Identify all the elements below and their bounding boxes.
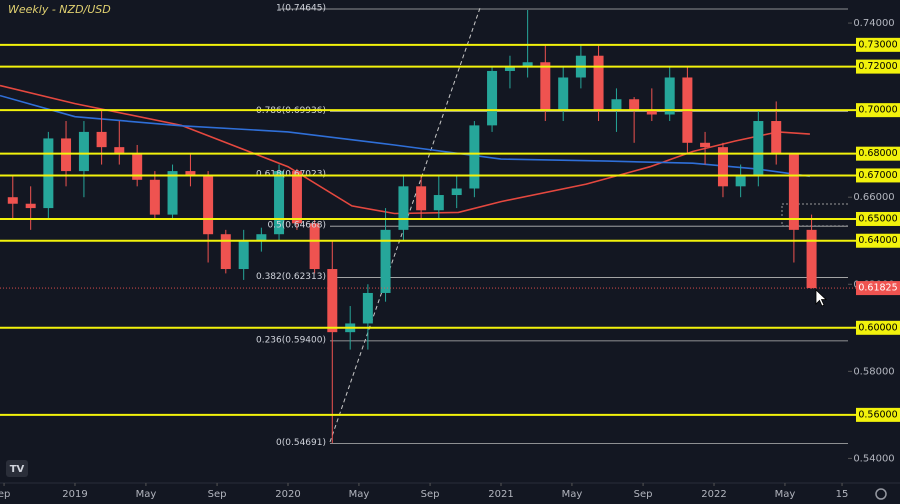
x-tick-label: May	[349, 489, 370, 500]
x-tick-label: 2020	[275, 489, 300, 500]
x-tick-label: 2021	[488, 489, 513, 500]
level-label: 0.60000	[858, 322, 897, 333]
candle-body	[274, 171, 285, 235]
level-badge	[856, 59, 900, 74]
level-badge	[856, 103, 900, 118]
candle-body	[504, 66, 515, 71]
candle-body	[78, 131, 89, 172]
level-label: 0.65000	[858, 213, 897, 224]
level-label: 0.68000	[858, 148, 897, 159]
candle-body	[362, 292, 373, 324]
level-badge	[856, 37, 900, 52]
moving-average	[0, 84, 810, 215]
level-badge	[856, 233, 900, 248]
level-label: 0.64000	[858, 235, 897, 246]
level-badge	[856, 320, 900, 335]
candle-body	[291, 171, 302, 224]
candle-body	[451, 188, 462, 196]
candle-body	[114, 147, 125, 154]
candle-body	[132, 153, 143, 180]
level-label: 0.73000	[858, 39, 897, 50]
fib-label: 1(0.74645)	[276, 4, 326, 14]
candle-body	[185, 171, 196, 176]
x-tick-label: May	[136, 489, 157, 500]
candle-body	[717, 147, 728, 187]
fib-label: 0.382(0.62313)	[256, 272, 326, 282]
candle-body	[469, 125, 480, 189]
x-tick-label: Sep	[421, 489, 440, 500]
candle-body	[309, 223, 320, 270]
level-label: 0.70000	[858, 105, 897, 116]
candle-body	[25, 203, 36, 209]
candle-body	[735, 175, 746, 187]
plot-area	[0, 7, 848, 444]
svg-text:TV: TV	[10, 464, 25, 475]
candle-body	[43, 138, 54, 209]
settings-icon[interactable]	[875, 488, 887, 500]
candle-body	[664, 77, 675, 115]
candle-body	[398, 186, 409, 230]
candle-body	[238, 240, 249, 270]
candle-body	[96, 131, 107, 148]
candle-body	[753, 121, 764, 176]
candle-body	[629, 99, 640, 111]
fib-label: 0.236(0.59400)	[256, 335, 326, 345]
candle-body	[433, 195, 444, 211]
x-tick-label: May	[775, 489, 796, 500]
last-price-label: 0.61825	[858, 283, 897, 294]
x-tick-label: Sep	[208, 489, 227, 500]
candle-body	[167, 171, 178, 215]
cursor	[815, 289, 828, 307]
y-tick-label: 0.74000	[853, 18, 894, 29]
candle-body	[646, 110, 657, 115]
candle-body	[61, 138, 72, 172]
candle-body	[771, 121, 782, 154]
x-tick-label: ep	[0, 489, 10, 500]
level-badge	[856, 407, 900, 422]
time-axis	[0, 483, 900, 504]
candle-body	[522, 62, 533, 67]
level-label: 0.56000	[858, 409, 897, 420]
x-tick-label: Sep	[634, 489, 653, 500]
level-label: 0.72000	[858, 61, 897, 72]
candle-body	[220, 234, 231, 270]
candle-body	[487, 70, 498, 126]
candle-body	[611, 99, 622, 111]
fib-label: 0.618(0.67023)	[256, 169, 326, 179]
level-badge	[856, 146, 900, 161]
candle-body	[788, 153, 799, 230]
fib-label: 0(0.54691)	[276, 438, 326, 448]
candle-body	[380, 229, 391, 293]
candle-body	[7, 197, 18, 204]
level-label: 0.67000	[858, 170, 897, 181]
candle-body	[540, 62, 551, 111]
chart-title: Weekly - NZD/USD	[8, 3, 111, 16]
candle-body	[558, 77, 569, 111]
x-tick-label: May	[562, 489, 583, 500]
candle-body	[203, 175, 214, 235]
candle-body	[806, 229, 817, 289]
candle-body	[327, 269, 338, 333]
last-price-badge	[856, 281, 900, 296]
level-badge	[856, 168, 900, 183]
fib-label: 0.5(0.64668)	[267, 221, 326, 231]
candle-body	[256, 234, 267, 241]
candle-body	[593, 55, 604, 111]
y-tick-label: 0.54000	[853, 453, 894, 464]
x-tick-label: 2019	[62, 489, 87, 500]
logo: TV	[6, 460, 28, 477]
y-tick-label: 0.58000	[853, 366, 894, 377]
level-badge	[856, 211, 900, 226]
candle-body	[149, 179, 160, 215]
y-tick-label: 0.66000	[853, 192, 894, 203]
x-tick-label: 2022	[701, 489, 726, 500]
candle-body	[700, 142, 711, 148]
x-tick-label: 15	[836, 489, 849, 500]
candle-body	[416, 186, 427, 211]
